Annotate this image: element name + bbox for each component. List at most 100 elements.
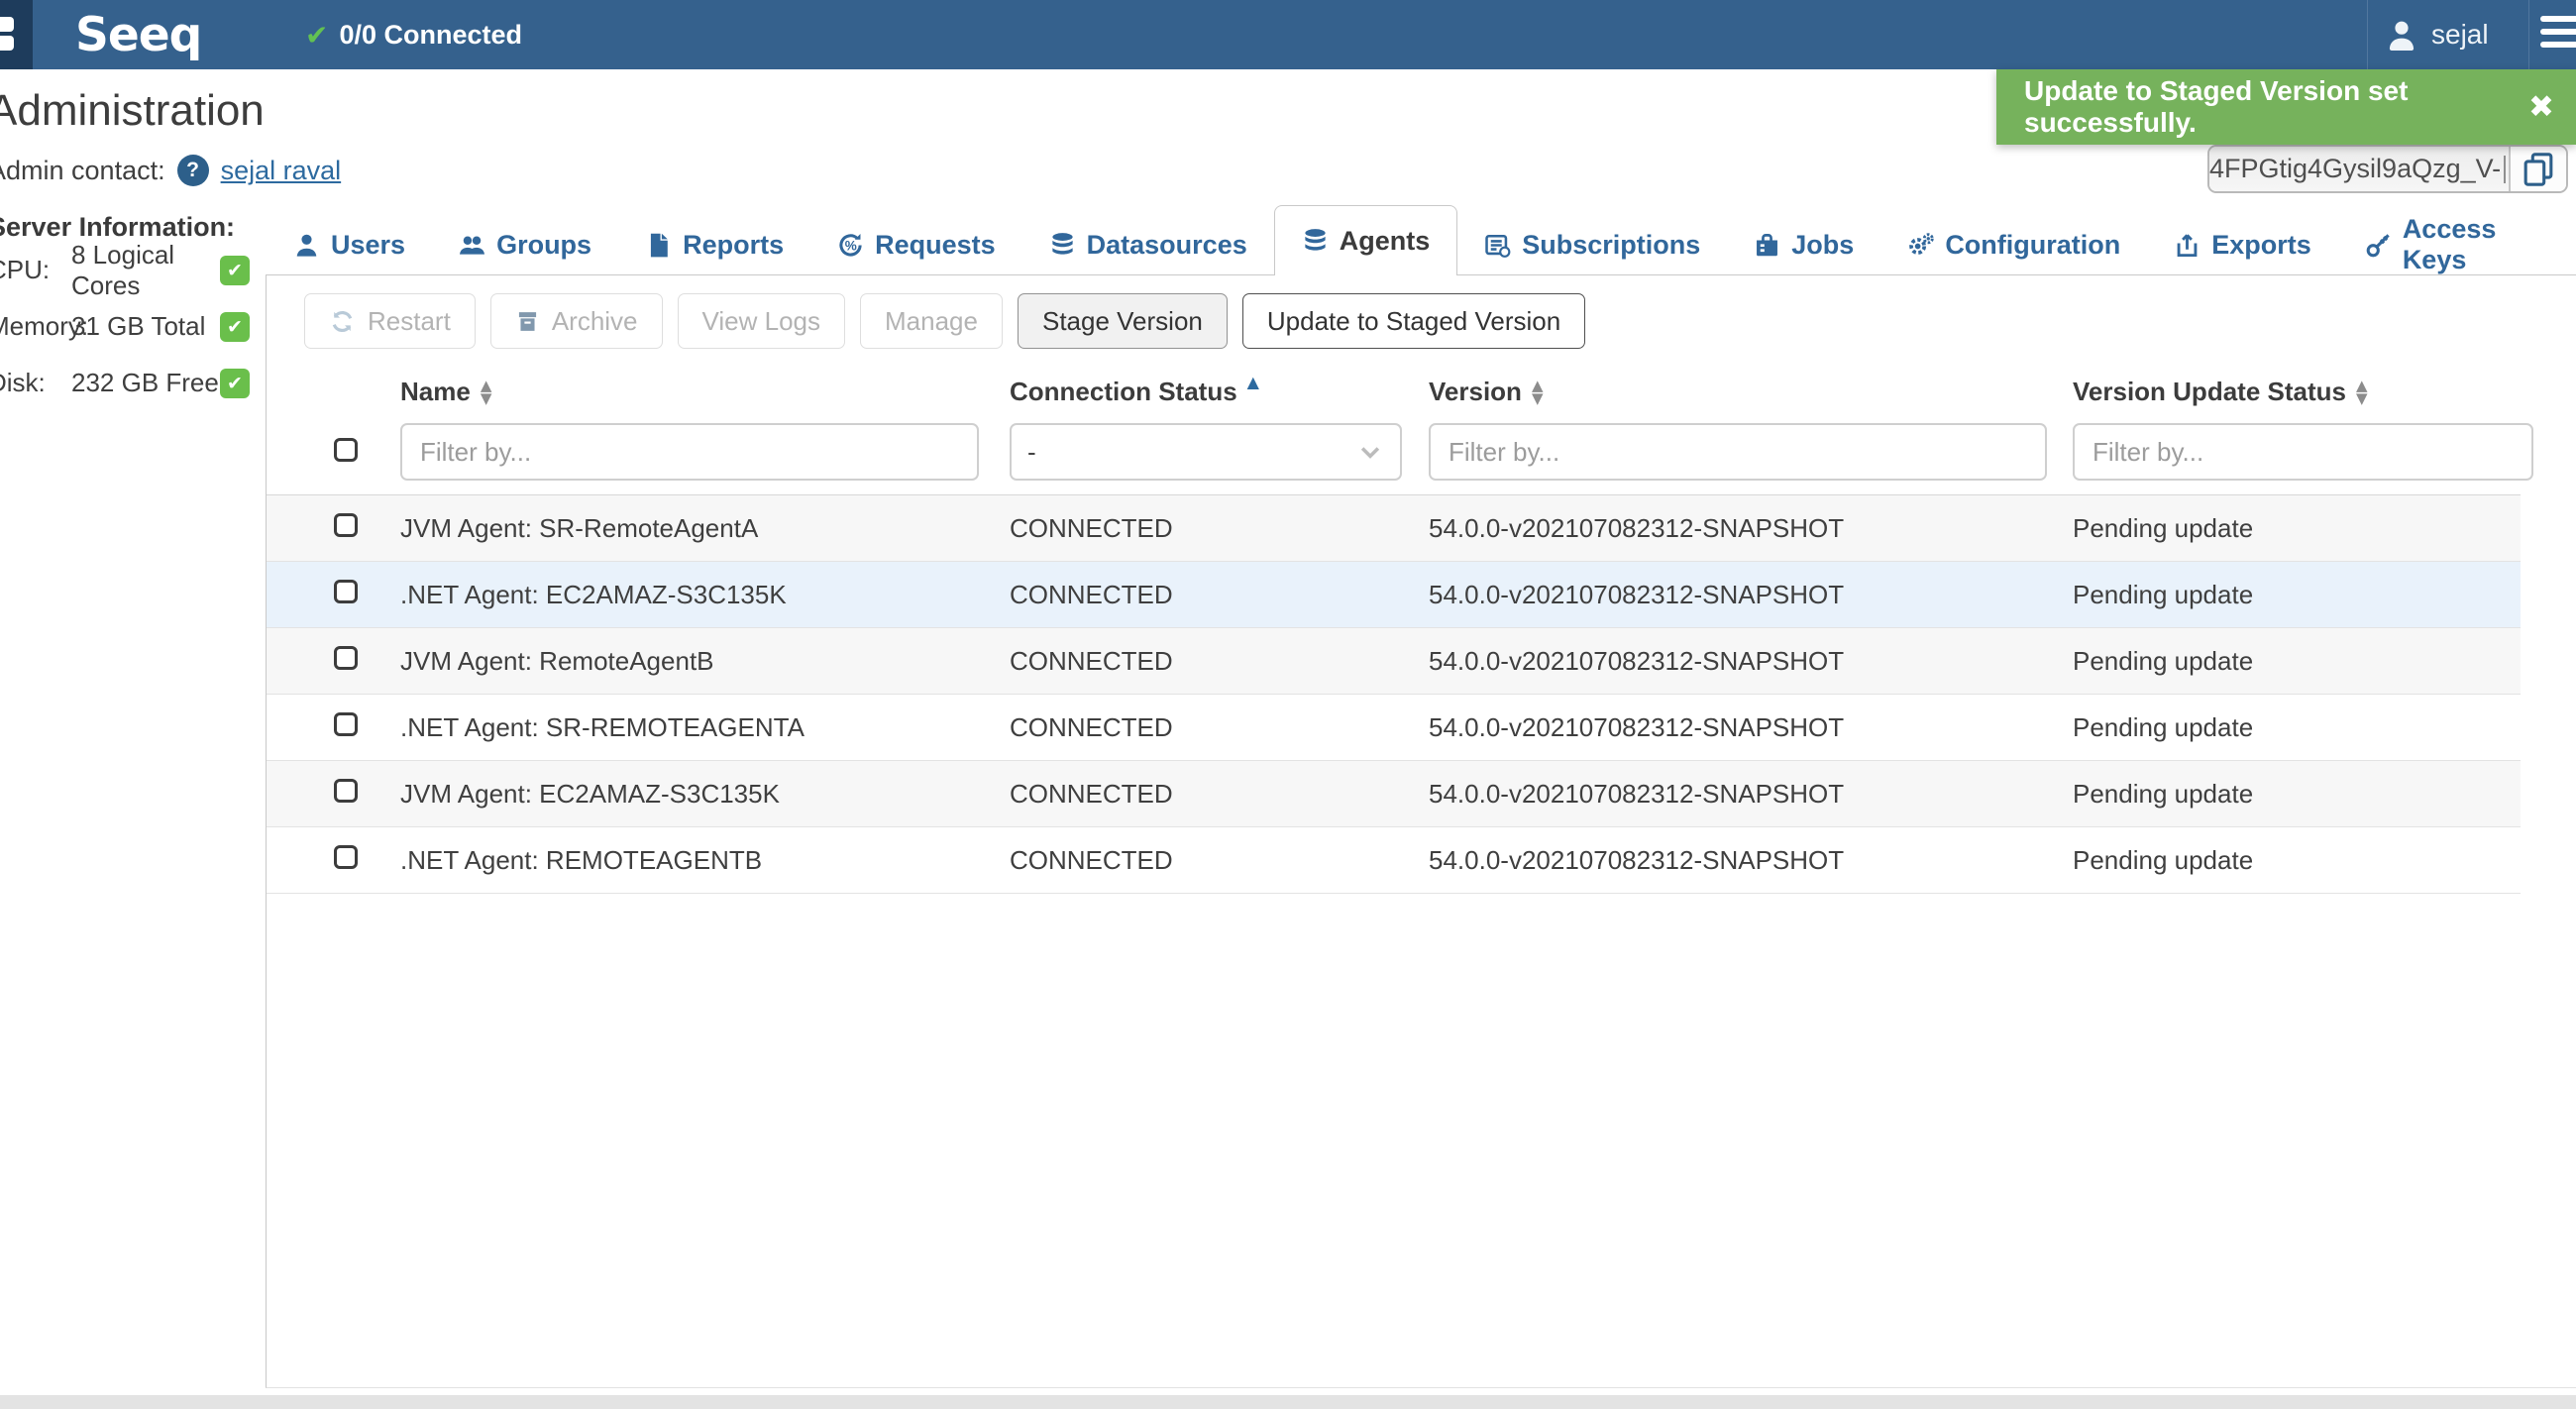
update-status-cell: Pending update xyxy=(2073,512,2254,543)
connection-status-cell: CONNECTED xyxy=(1010,778,1173,809)
access-key-value: 4FPGtig4Gysil9aQzg_V- xyxy=(2209,154,2502,183)
agent-name-cell: .NET Agent: EC2AMAZ-S3C135K xyxy=(400,579,787,609)
column-header-version-update-status[interactable]: Version Update Status ▲ ▼ xyxy=(2073,377,2368,407)
tab-access-keys[interactable]: Access Keys xyxy=(2338,214,2576,275)
table-header-row: Name ▲ ▼ Connection Status ▲ Version ▲ ▼ V… xyxy=(267,373,2576,407)
table-filter-row: - xyxy=(267,423,2576,481)
app-switcher-icon xyxy=(0,36,14,51)
tab-datasources[interactable]: Datasources xyxy=(1022,214,1274,275)
help-icon[interactable]: ? xyxy=(176,155,209,186)
row-checkbox[interactable] xyxy=(334,778,358,803)
tab-reports[interactable]: Reports xyxy=(618,214,810,275)
restart-button[interactable]: Restart xyxy=(304,293,476,349)
tab-users[interactable]: Users xyxy=(267,214,432,275)
refresh-icon xyxy=(329,308,356,335)
table-row[interactable]: .NET Agent: EC2AMAZ-S3C135K CONNECTED 54… xyxy=(267,562,2521,628)
table-row[interactable]: JVM Agent: EC2AMAZ-S3C135K CONNECTED 54.… xyxy=(267,761,2521,827)
agents-toolbar: Restart Archive View Logs Manage Stage V… xyxy=(304,293,2576,349)
admin-contact-label: Admin contact: xyxy=(0,155,165,185)
connection-status-label: 0/0 Connected xyxy=(339,19,523,50)
access-key-input[interactable]: 4FPGtig4Gysil9aQzg_V- xyxy=(2209,147,2512,191)
datasource-connection-status[interactable]: ✔ 0/0 Connected xyxy=(305,0,522,69)
manage-button[interactable]: Manage xyxy=(860,293,1003,349)
row-checkbox[interactable] xyxy=(334,711,358,736)
copy-icon xyxy=(2520,151,2557,188)
tab-subscriptions[interactable]: Subscriptions xyxy=(1457,214,1727,275)
agent-name-cell: JVM Agent: RemoteAgentB xyxy=(400,645,714,676)
app-switcher-icon xyxy=(0,17,14,32)
table-row[interactable]: .NET Agent: REMOTEAGENTB CONNECTED 54.0.… xyxy=(267,827,2521,894)
server-info-heading: Server Information: xyxy=(0,212,236,242)
tab-exports[interactable]: Exports xyxy=(2147,214,2338,275)
hamburger-menu-icon[interactable] xyxy=(2540,16,2576,48)
agent-name-cell: .NET Agent: SR-REMOTEAGENTA xyxy=(400,711,805,742)
sort-icon: ▲ ▼ xyxy=(2355,377,2368,407)
navbar-divider xyxy=(2367,0,2368,69)
agents-icon xyxy=(1302,228,1329,255)
update-status-cell: Pending update xyxy=(2073,711,2254,742)
archive-button[interactable]: Archive xyxy=(489,293,663,349)
update-status-cell: Pending update xyxy=(2073,579,2254,609)
server-stat-cpu: CPU: 8 Logical Cores ✔ xyxy=(0,240,341,300)
user-icon xyxy=(2385,18,2418,52)
toast-notification: Update to Staged Version set successfull… xyxy=(1996,69,2576,145)
tab-requests[interactable]: % Requests xyxy=(810,214,1022,275)
page-title: Administration xyxy=(0,86,265,135)
column-header-name[interactable]: Name ▲ ▼ xyxy=(400,377,492,407)
sort-asc-icon: ▲ xyxy=(1246,373,1259,391)
column-header-version[interactable]: Version ▲ ▼ xyxy=(1429,377,1544,407)
agents-table-body: JVM Agent: SR-RemoteAgentA CONNECTED 54.… xyxy=(267,494,2521,894)
sort-icon: ▲ ▼ xyxy=(480,377,492,407)
version-cell: 54.0.0-v202107082312-SNAPSHOT xyxy=(1429,579,1845,609)
connection-status-cell: CONNECTED xyxy=(1010,645,1173,676)
row-checkbox[interactable] xyxy=(334,645,358,670)
tab-configuration[interactable]: Configuration xyxy=(1880,214,2147,275)
version-cell: 54.0.0-v202107082312-SNAPSHOT xyxy=(1429,645,1845,676)
agents-tab-panel: Restart Archive View Logs Manage Stage V… xyxy=(266,274,2576,1388)
table-row[interactable]: .NET Agent: SR-REMOTEAGENTA CONNECTED 54… xyxy=(267,695,2521,761)
row-checkbox[interactable] xyxy=(334,512,358,537)
exports-icon xyxy=(2174,232,2200,259)
agent-name-cell: JVM Agent: SR-RemoteAgentA xyxy=(400,512,759,543)
copy-button[interactable] xyxy=(2511,147,2566,191)
column-header-connection-status[interactable]: Connection Status ▲ xyxy=(1010,373,1259,406)
user-menu[interactable]: sejal xyxy=(2385,0,2489,69)
table-row[interactable]: JVM Agent: SR-RemoteAgentA CONNECTED 54.… xyxy=(267,495,2521,562)
app-switcher-strip[interactable] xyxy=(0,0,33,69)
admin-contact-link[interactable]: sejal raval xyxy=(220,155,342,185)
tab-groups[interactable]: Groups xyxy=(432,214,618,275)
navbar-divider xyxy=(2528,0,2529,69)
archive-icon xyxy=(515,309,540,334)
tab-jobs[interactable]: Jobs xyxy=(1727,214,1880,275)
version-update-status-filter-input[interactable] xyxy=(2073,423,2533,481)
datasource-icon xyxy=(1049,232,1076,259)
configuration-icon xyxy=(1907,232,1935,259)
groups-icon xyxy=(459,232,485,259)
connection-status-filter-select[interactable]: - xyxy=(1010,423,1402,481)
admin-tab-bar: Users Groups Reports % Requests Datasour… xyxy=(267,204,2576,275)
agent-name-cell: .NET Agent: REMOTEAGENTB xyxy=(400,844,763,875)
name-filter-input[interactable] xyxy=(400,423,979,481)
version-filter-input[interactable] xyxy=(1429,423,2047,481)
row-checkbox[interactable] xyxy=(334,579,358,603)
close-icon[interactable]: ✖ xyxy=(2528,89,2554,125)
select-all-checkbox[interactable] xyxy=(334,437,358,462)
stage-version-button[interactable]: Stage Version xyxy=(1017,293,1228,349)
row-checkbox[interactable] xyxy=(334,844,358,869)
agent-name-cell: JVM Agent: EC2AMAZ-S3C135K xyxy=(400,778,780,809)
tab-agents[interactable]: Agents xyxy=(1273,205,1458,275)
chevron-down-icon xyxy=(1356,438,1384,466)
table-row[interactable]: JVM Agent: RemoteAgentB CONNECTED 54.0.0… xyxy=(267,628,2521,695)
server-stat-disk: Disk: 232 GB Free ✔ xyxy=(0,368,341,398)
update-status-cell: Pending update xyxy=(2073,645,2254,676)
text-cursor xyxy=(2504,155,2507,183)
top-navbar: Seeq ✔ 0/0 Connected sejal xyxy=(0,0,2576,69)
view-logs-button[interactable]: View Logs xyxy=(677,293,846,349)
seeq-logo[interactable]: Seeq xyxy=(75,8,202,62)
update-to-staged-version-button[interactable]: Update to Staged Version xyxy=(1241,293,1586,349)
footer-strip xyxy=(0,1395,2576,1409)
connection-status-cell: CONNECTED xyxy=(1010,512,1173,543)
jobs-icon xyxy=(1754,232,1780,259)
username-label: sejal xyxy=(2431,19,2489,50)
toast-message: Update to Staged Version set successfull… xyxy=(2024,75,2409,138)
